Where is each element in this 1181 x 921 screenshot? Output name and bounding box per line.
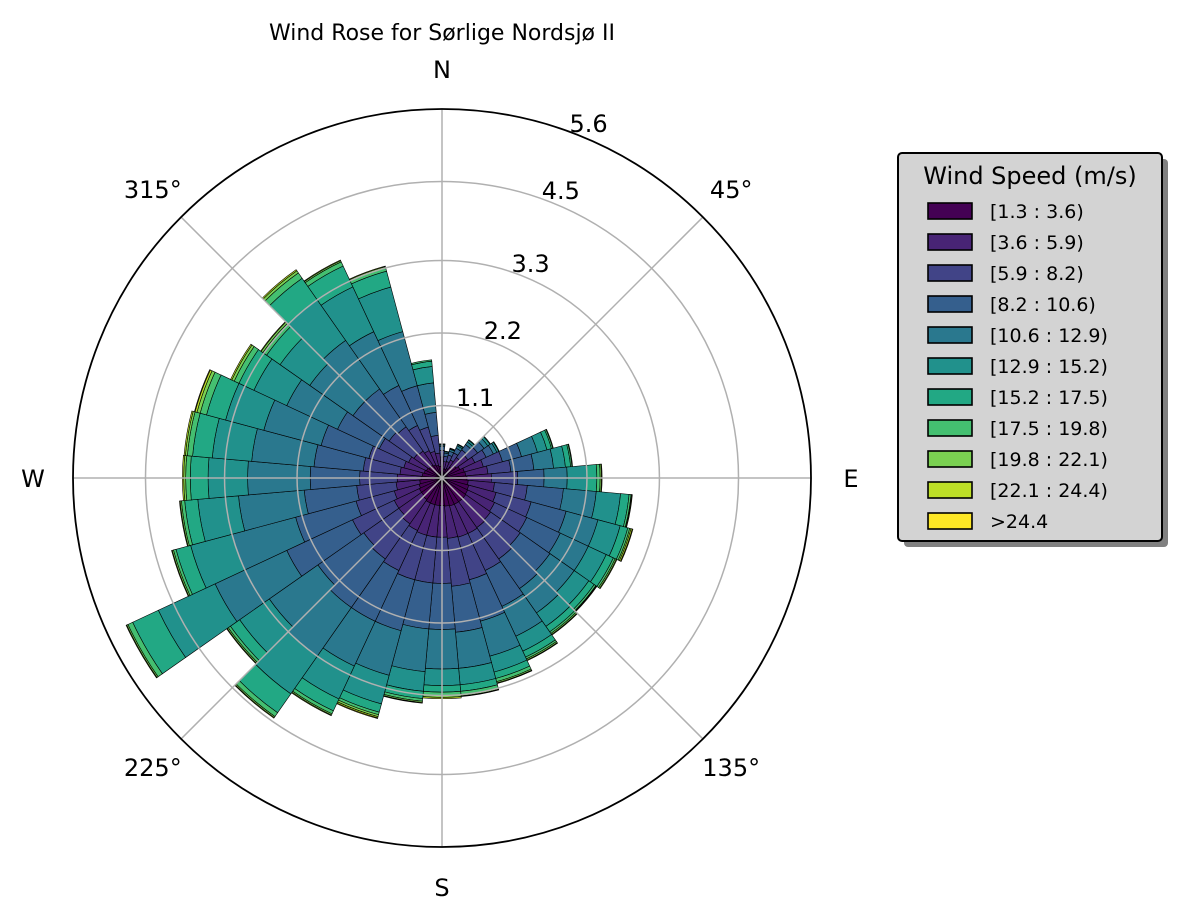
grid-spoke-315 [180, 216, 443, 479]
legend-label-6: [15.2 : 17.5) [990, 387, 1108, 409]
radial-tick-3.3: 3.3 [512, 250, 550, 278]
radial-tick-1.1: 1.1 [456, 384, 494, 412]
direction-label-270: W [21, 465, 45, 493]
direction-label-45: 45° [710, 176, 753, 204]
bar-segment-320-bin-9 [261, 269, 298, 300]
bar-segment-240-bin-9 [125, 624, 158, 679]
legend-swatch-2 [927, 264, 973, 282]
bar-segment-300-bin-9 [230, 343, 253, 381]
legend-label-4: [10.6 : 12.9) [990, 325, 1108, 347]
bar-segment-250-bin-9 [171, 549, 190, 597]
radial-tick-2.2: 2.2 [484, 317, 522, 345]
legend-label-0: [1.3 : 3.6) [990, 201, 1084, 223]
legend: Wind Speed (m/s) [1.3 : 3.6) [3.6 : 5.9) [5… [897, 152, 1168, 547]
radial-tick-5.6: 5.6 [570, 110, 608, 138]
grid-spoke-45 [441, 216, 704, 479]
bar-segment-340-bin-9 [348, 265, 386, 281]
legend-swatch-10 [927, 512, 973, 530]
bar-segment-350-bin-7 [410, 359, 433, 366]
legend-title: Wind Speed (m/s) [923, 162, 1137, 190]
bar-segment-260-bin-9 [179, 500, 189, 547]
legend-swatch-6 [927, 388, 973, 406]
radial-tick-labels: 1.1 2.2 3.3 4.5 5.6 [456, 110, 608, 412]
grid-spoke-225 [180, 477, 443, 740]
direction-label-315: 315° [124, 176, 182, 204]
direction-label-0: N [433, 56, 451, 84]
legend-swatch-3 [927, 295, 973, 313]
legend-label-1: [3.6 : 5.9) [990, 232, 1084, 254]
legend-label-3: [8.2 : 10.6) [990, 294, 1096, 316]
grid-spoke-135 [441, 477, 704, 740]
direction-labels: N 45° E 135° S 225° W 315° [21, 56, 858, 902]
bar-segment-110-bin-10 [620, 528, 634, 562]
direction-label-135: 135° [702, 754, 760, 782]
direction-label-180: S [434, 874, 449, 902]
polar-grid [72, 108, 812, 848]
wind-rose-bars [125, 259, 634, 719]
direction-label-225: 225° [124, 754, 182, 782]
legend-label-8: [19.8 : 22.1) [990, 449, 1108, 471]
bar-segment-280-bin-9 [183, 410, 194, 456]
chart-title: Wind Rose for Sørlige Nordsjø II [269, 21, 615, 46]
legend-swatch-1 [927, 233, 973, 251]
legend-swatch-5 [927, 357, 973, 375]
radial-tick-4.5: 4.5 [542, 177, 580, 205]
legend-label-10: >24.4 [990, 511, 1048, 533]
legend-label-9: [22.1 : 24.4) [990, 480, 1108, 502]
bar-segment-330-bin-9 [303, 259, 342, 282]
legend-label-5: [12.9 : 15.2) [990, 356, 1108, 378]
legend-swatch-9 [927, 481, 973, 499]
legend-label-7: [17.5 : 19.8) [990, 418, 1108, 440]
direction-label-90: E [843, 465, 858, 493]
bar-segment-290-bin-10 [194, 369, 211, 413]
legend-swatch-7 [927, 419, 973, 437]
legend-label-2: [5.9 : 8.2) [990, 263, 1084, 285]
outer-frame [72, 108, 812, 848]
bar-segment-120-bin-9 [599, 558, 618, 590]
legend-swatch-0 [927, 202, 973, 220]
legend-swatch-8 [927, 450, 973, 468]
legend-swatch-4 [927, 326, 973, 344]
